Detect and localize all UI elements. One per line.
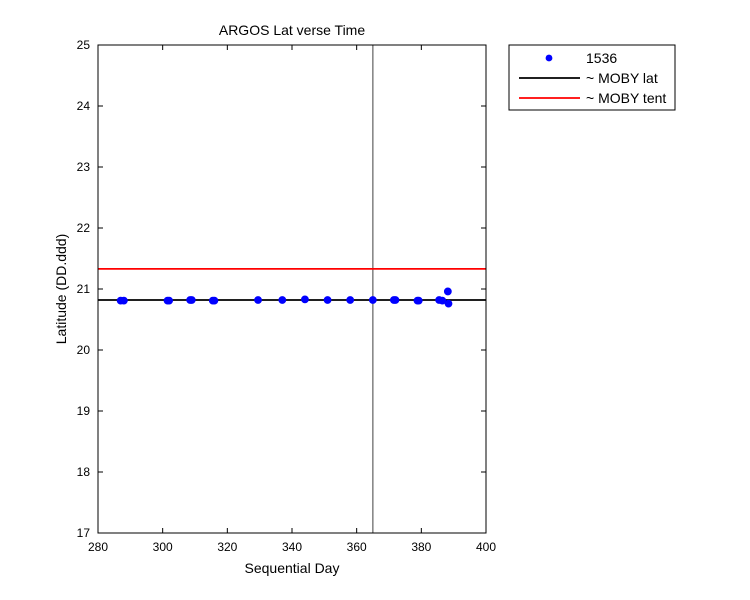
data-point — [210, 296, 219, 305]
y-tick-label: 20 — [77, 343, 91, 357]
data-point — [414, 296, 423, 305]
legend-marker — [545, 54, 553, 62]
x-tick-label: 360 — [347, 540, 367, 554]
x-tick-label: 340 — [282, 540, 302, 554]
chart-title: ARGOS Lat verse Time — [219, 22, 365, 38]
legend-label: 1536 — [586, 50, 617, 66]
y-tick-label: 21 — [77, 282, 91, 296]
x-tick-label: 400 — [476, 540, 496, 554]
x-axis-label: Sequential Day — [245, 560, 340, 576]
y-tick-label: 19 — [77, 404, 91, 418]
data-point — [278, 296, 287, 304]
data-point — [391, 296, 400, 304]
x-tick-label: 380 — [411, 540, 431, 554]
data-point — [323, 296, 332, 304]
data-point — [301, 295, 309, 304]
y-tick-label: 17 — [77, 526, 91, 540]
data-point — [444, 299, 453, 308]
y-axis-label: Latitude (DD.ddd) — [53, 234, 69, 345]
data-point — [254, 296, 262, 304]
x-tick-label: 320 — [217, 540, 237, 554]
data-point — [443, 287, 452, 296]
x-tick-label: 300 — [153, 540, 173, 554]
y-tick-label: 23 — [77, 160, 91, 174]
x-tick-label: 280 — [88, 540, 108, 554]
data-point — [165, 296, 174, 305]
data-point — [346, 296, 355, 304]
y-tick-label: 18 — [77, 465, 91, 479]
axis-ticks: 280 300 320 340 360 380 400 17 18 19 20 21 22 23 24 25 — [77, 38, 497, 554]
plot-background — [98, 45, 486, 533]
data-point — [368, 296, 377, 304]
y-tick-label: 25 — [77, 38, 91, 52]
data-point — [438, 296, 447, 305]
legend-label: ~ MOBY lat — [586, 70, 658, 86]
data-point — [119, 296, 128, 305]
y-tick-label: 24 — [77, 99, 91, 113]
legend: 1536 ~ MOBY lat ~ MOBY tent — [508, 44, 676, 111]
plot-area — [97, 44, 487, 534]
y-tick-label: 22 — [77, 221, 91, 235]
legend-label: ~ MOBY tent — [586, 90, 666, 106]
data-point — [187, 296, 196, 304]
